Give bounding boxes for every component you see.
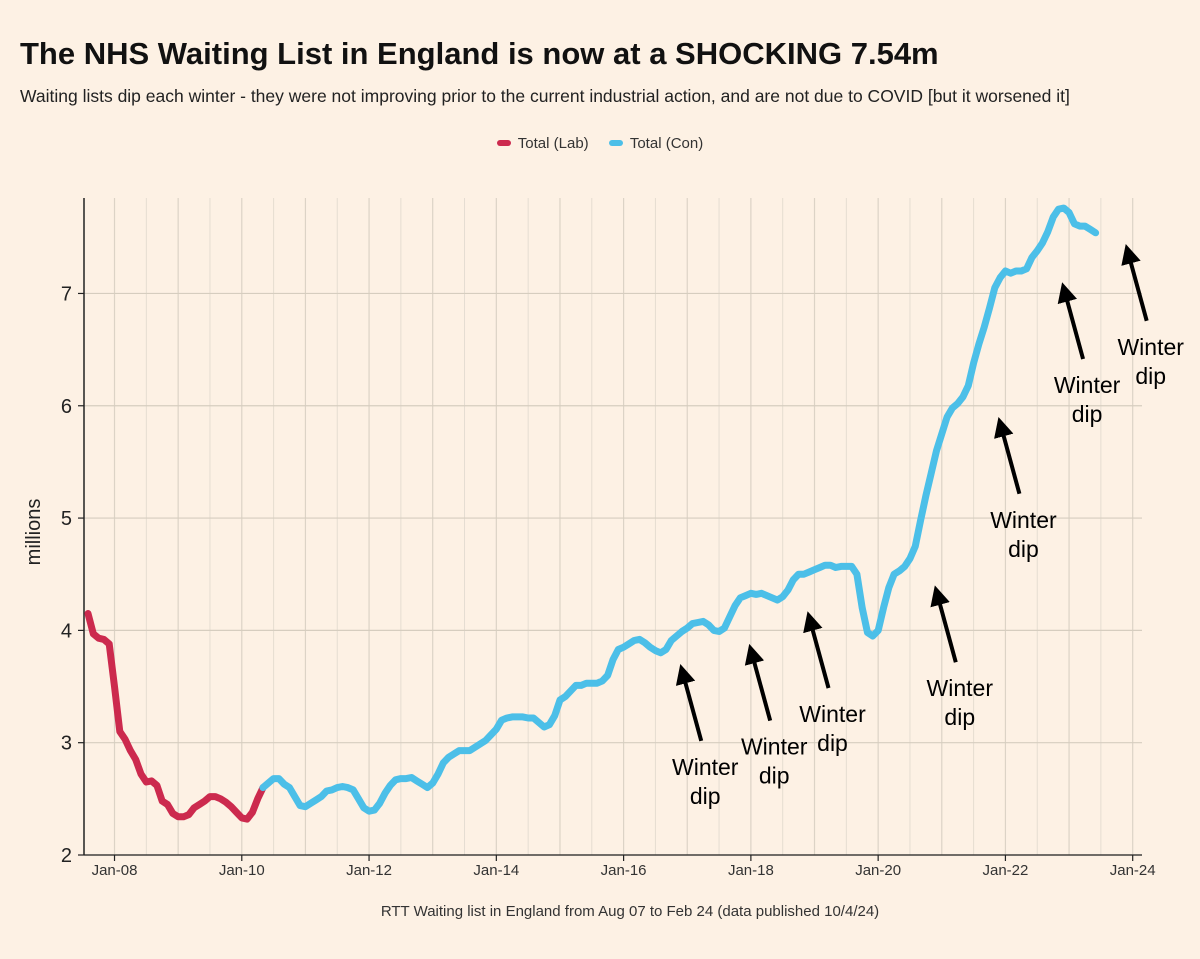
- axes: 2 3 4 5 6 7 Jan-08 Jan-10 Jan-12 Jan-14 Jan-16 Jan-…: [61, 198, 1156, 879]
- y-axis-label: millions: [23, 499, 45, 566]
- x-tick-label: Jan-22: [982, 862, 1028, 879]
- winter-dip-label: Winter: [990, 507, 1057, 533]
- winter-dip-label: Winter: [1054, 372, 1121, 398]
- series-line-lab: [84, 610, 267, 823]
- legend-label-lab: Total (Lab): [517, 135, 589, 152]
- x-tick-label: Jan-14: [473, 862, 519, 879]
- winter-dip-label: Winter: [741, 734, 808, 760]
- x-tick-label: Jan-20: [855, 862, 901, 879]
- winter-dip-arrow: [994, 416, 1022, 495]
- chart-title: The NHS Waiting List in England is now a…: [20, 36, 939, 71]
- winter-dip-label: Winter: [799, 701, 866, 727]
- winter-dip-arrow: [1057, 282, 1085, 360]
- y-tick-label: 3: [61, 733, 72, 755]
- winter-dip-label: dip: [1072, 401, 1103, 427]
- winter-dip-arrow: [930, 585, 958, 663]
- x-axis-caption: RTT Waiting list in England from Aug 07 …: [380, 903, 880, 920]
- legend-item-con[interactable]: Total (Con): [608, 135, 704, 152]
- x-tick-label: Jan-10: [219, 862, 265, 879]
- winter-dip-label: Winter: [927, 675, 994, 701]
- winter-dip-label: dip: [817, 730, 848, 756]
- winter-dip-label: dip: [944, 704, 975, 730]
- winter-dip-label: dip: [690, 783, 721, 809]
- winter-dip-label: Winter: [1117, 334, 1184, 360]
- x-tick-label: Jan-12: [346, 862, 392, 879]
- winter-dip-label: dip: [1008, 536, 1039, 562]
- winter-dip-label: dip: [1135, 363, 1166, 389]
- grid: [84, 198, 1142, 856]
- chart-subtitle: Waiting lists dip each winter - they wer…: [20, 86, 1070, 106]
- legend: Total (Lab) Total (Con): [0, 135, 1200, 152]
- y-tick-label: 7: [61, 283, 72, 305]
- legend-label-con: Total (Con): [629, 135, 704, 152]
- x-tick-label: Jan-18: [728, 862, 774, 879]
- winter-dip-arrow: [803, 611, 831, 689]
- legend-swatch-lab: [496, 140, 511, 147]
- y-tick-label: 5: [61, 508, 72, 530]
- winter-dip-arrow: [744, 643, 773, 722]
- legend-item-lab[interactable]: Total (Lab): [496, 135, 589, 152]
- y-tick-label: 2: [61, 845, 72, 867]
- winter-dip-label: Winter: [672, 754, 739, 780]
- y-tick-label: 4: [61, 620, 72, 642]
- y-tick-label: 6: [61, 396, 72, 418]
- winter-dip-arrow: [675, 664, 704, 742]
- annotations: Winter dip Winter dip Winter dip Winter dip Wint…: [672, 244, 1184, 809]
- series: [84, 204, 1100, 823]
- series-line-con: [259, 204, 1100, 815]
- x-tick-label: Jan-24: [1110, 862, 1156, 879]
- winter-dip-label: dip: [759, 763, 790, 789]
- x-tick-label: Jan-16: [601, 862, 647, 879]
- legend-swatch-con: [608, 140, 623, 147]
- winter-dip-arrow: [1121, 244, 1149, 322]
- x-tick-label: Jan-08: [92, 862, 138, 879]
